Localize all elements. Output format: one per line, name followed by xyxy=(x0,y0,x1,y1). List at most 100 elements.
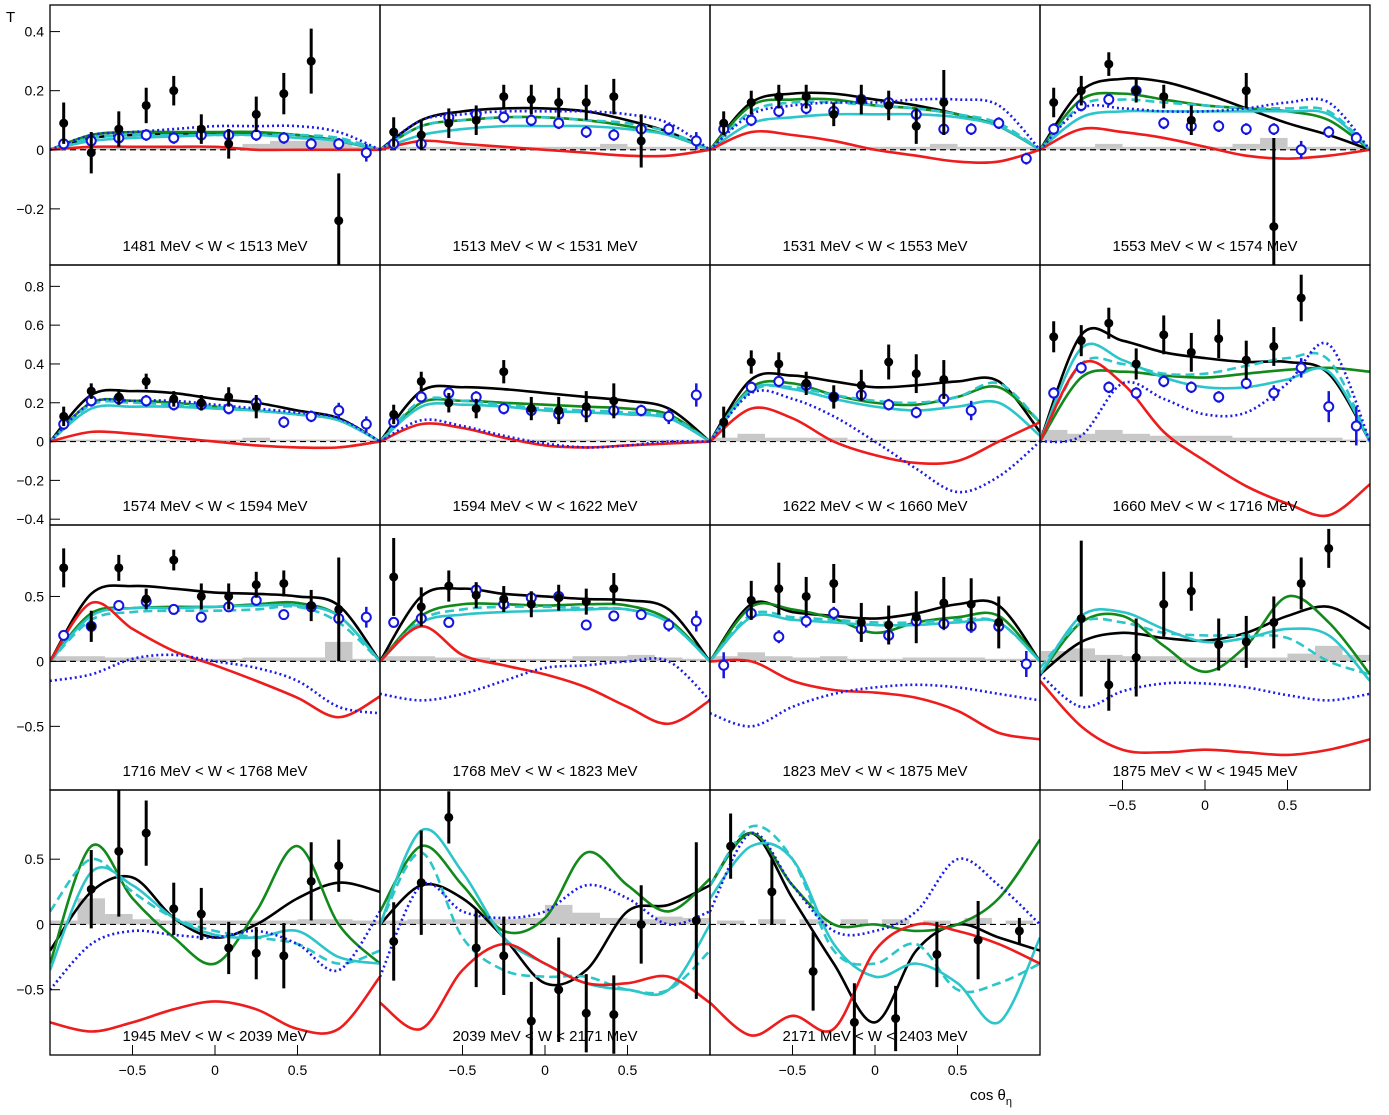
x-tick-label: 0 xyxy=(541,1062,549,1078)
model-curve xyxy=(710,683,1040,728)
data-point xyxy=(86,148,96,158)
data-point xyxy=(305,410,317,422)
systematic-bar xyxy=(214,439,243,442)
systematic-bar xyxy=(627,439,655,442)
model-curve xyxy=(710,129,1040,165)
y-tick-label: 0.6 xyxy=(25,317,45,333)
data-point xyxy=(1048,123,1060,135)
data-point xyxy=(856,95,866,105)
data-point xyxy=(416,602,426,612)
data-point xyxy=(416,376,426,386)
data-point xyxy=(774,359,784,369)
data-point xyxy=(1185,381,1197,393)
data-point xyxy=(1020,658,1032,670)
data-point xyxy=(554,985,564,995)
model-curve xyxy=(50,397,380,443)
data-point xyxy=(608,129,620,141)
systematic-bar xyxy=(214,658,243,662)
data-point xyxy=(965,123,977,135)
systematic-bar xyxy=(1177,657,1206,662)
data-point xyxy=(141,376,151,386)
model-curve xyxy=(710,610,1040,663)
data-point xyxy=(1014,926,1024,936)
panel-frame xyxy=(379,4,711,266)
data-point xyxy=(415,391,427,403)
systematic-bar xyxy=(1012,439,1040,442)
data-point xyxy=(196,124,206,134)
x-tick-label: −0.5 xyxy=(779,1062,807,1078)
panel xyxy=(710,562,1040,741)
panel-title: 1622 MeV < W < 1660 MeV xyxy=(782,498,967,515)
data-point xyxy=(965,405,977,417)
panel-title: 1875 MeV < W < 1945 MeV xyxy=(1112,763,1297,780)
systematic-bar xyxy=(77,656,105,662)
panel-title: 1574 MeV < W < 1594 MeV xyxy=(122,498,307,515)
systematic-bar xyxy=(544,439,573,442)
data-point xyxy=(1076,86,1086,96)
data-point xyxy=(1076,336,1086,346)
data-point xyxy=(829,578,839,588)
systematic-bar xyxy=(50,656,78,662)
data-point xyxy=(498,111,510,123)
data-point xyxy=(1076,614,1086,624)
data-point xyxy=(718,659,730,671)
data-point xyxy=(553,117,565,129)
model-curve xyxy=(380,139,710,158)
data-point xyxy=(911,369,921,379)
systematic-bar xyxy=(270,920,298,925)
model-curve xyxy=(1040,109,1370,151)
data-point xyxy=(416,130,426,140)
data-point xyxy=(911,612,921,622)
panel xyxy=(380,791,710,1055)
data-point xyxy=(828,607,840,619)
y-tick-label: −0.2 xyxy=(16,201,44,217)
systematic-bar xyxy=(132,146,160,150)
data-point xyxy=(1131,359,1141,369)
data-point xyxy=(1295,144,1307,156)
panel-frame xyxy=(379,264,711,526)
data-point xyxy=(525,114,537,126)
systematic-bar xyxy=(902,439,930,442)
data-point xyxy=(388,616,400,628)
data-point xyxy=(746,595,756,605)
data-point xyxy=(1158,375,1170,387)
model-curve xyxy=(50,600,380,719)
systematic-bar xyxy=(840,919,869,925)
model-curve xyxy=(50,975,380,1035)
data-point xyxy=(499,367,509,377)
systematic-bar xyxy=(682,658,710,662)
model-curve xyxy=(1040,77,1370,151)
model-curve xyxy=(50,388,380,443)
data-point xyxy=(884,100,894,110)
model-curve xyxy=(380,397,710,443)
model-curve xyxy=(50,910,380,991)
systematic-bar xyxy=(655,657,683,662)
y-tick-label: −0.4 xyxy=(16,511,44,527)
systematic-bar xyxy=(132,657,160,662)
data-point xyxy=(663,123,675,135)
model-curve xyxy=(710,922,1040,1037)
systematic-bar xyxy=(1287,653,1315,662)
x-tick-label: −0.5 xyxy=(119,1062,147,1078)
panel-title: 2171 MeV < W < 2403 MeV xyxy=(782,1028,967,1045)
data-point xyxy=(224,139,234,149)
data-point xyxy=(141,828,151,838)
model-curve xyxy=(1040,360,1370,518)
systematic-bar xyxy=(325,439,353,442)
data-point xyxy=(773,375,785,387)
data-point xyxy=(1186,347,1196,357)
systematic-bar xyxy=(490,439,518,442)
model-curve xyxy=(50,604,380,663)
data-point xyxy=(746,357,756,367)
systematic-bar xyxy=(1150,435,1178,442)
systematic-bar xyxy=(957,657,985,662)
model-curve xyxy=(380,422,710,449)
data-point xyxy=(1186,586,1196,596)
ticks: −0.5 0 0.5 xyxy=(16,588,60,734)
data-point xyxy=(1213,391,1225,403)
data-point xyxy=(333,405,345,417)
systematic-bar xyxy=(600,917,628,925)
data-point xyxy=(1350,420,1362,432)
data-point xyxy=(1048,387,1060,399)
systematic-bar xyxy=(1122,146,1150,150)
